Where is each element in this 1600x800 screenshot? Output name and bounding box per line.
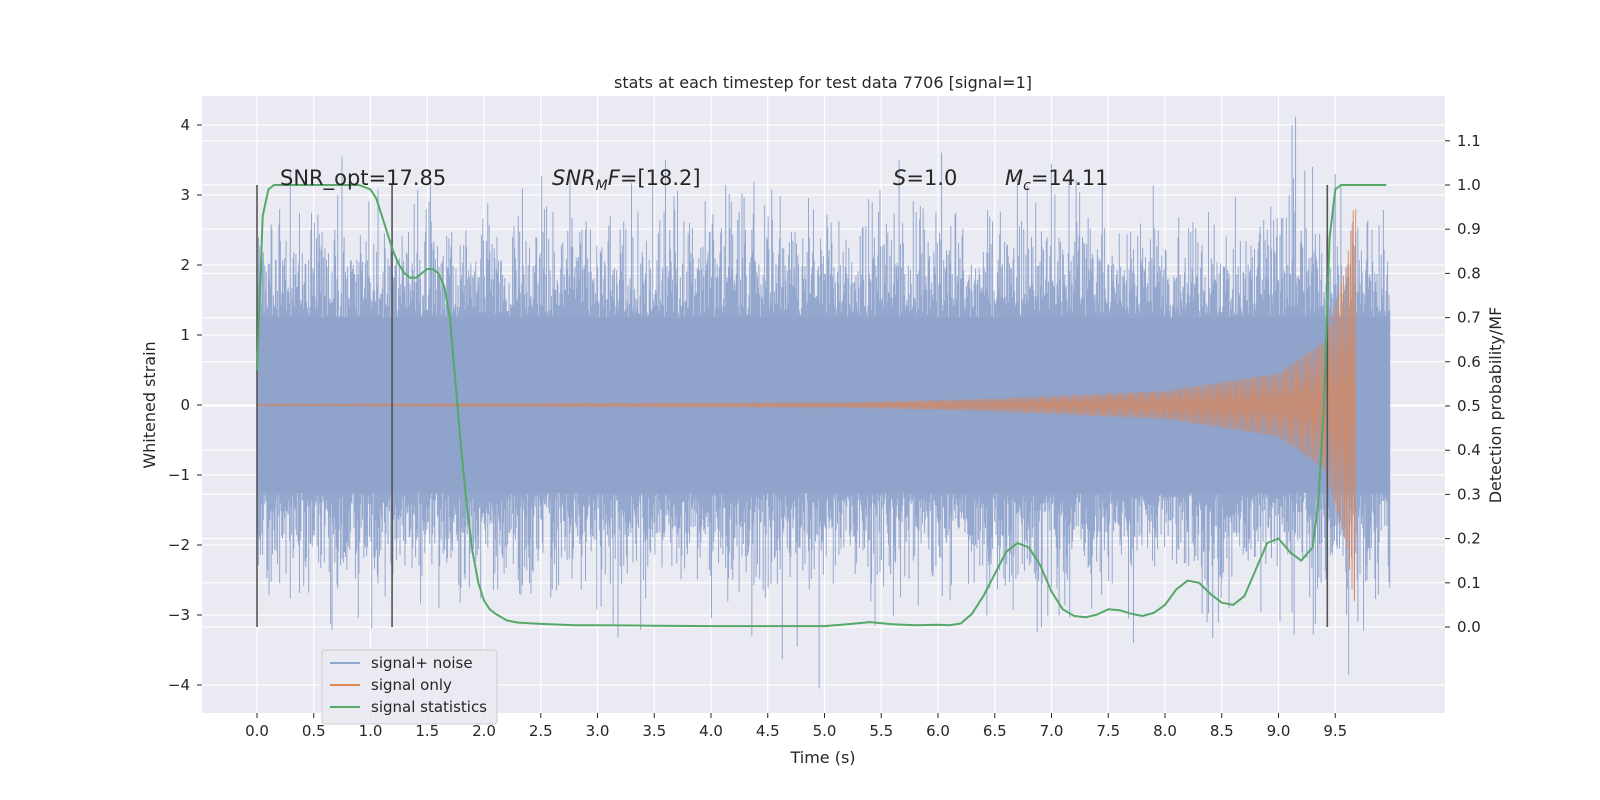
y-tick-label: −1	[168, 466, 190, 484]
x-tick-label: 2.5	[529, 722, 553, 740]
y-tick-label: −3	[168, 606, 190, 624]
statistics-line	[256, 184, 1387, 628]
annotation: SNR_opt=17.85	[280, 166, 446, 191]
y-tick-label: 1	[180, 326, 190, 344]
x-tick-label: 1.0	[359, 722, 383, 740]
y2-tick-label: 0.9	[1457, 220, 1481, 238]
y2-tick-label: 0.2	[1457, 530, 1481, 548]
legend: signal+ noise signal only signal statist…	[321, 649, 498, 725]
x-tick-label: 0.0	[245, 722, 269, 740]
annotation: S=1.0	[893, 166, 957, 190]
x-tick-label: 4.5	[756, 722, 780, 740]
y2-tick-label: 0.7	[1457, 309, 1481, 327]
annotation: SNRMF=[18.2]	[552, 166, 701, 194]
x-tick-label: 9.0	[1267, 722, 1291, 740]
annotation: Mc=14.11	[1005, 166, 1109, 194]
x-tick-label: 8.0	[1153, 722, 1177, 740]
y2-axis-label: Detection probability/MF	[1486, 307, 1505, 504]
x-tick-label: 9.5	[1323, 722, 1347, 740]
x-tick-label: 8.5	[1210, 722, 1234, 740]
x-tick-label: 7.0	[1040, 722, 1064, 740]
signal-statistics-series	[256, 184, 1387, 628]
x-tick-label: 0.5	[302, 722, 326, 740]
x-tick-label: 5.5	[869, 722, 893, 740]
x-tick-label: 3.0	[586, 722, 610, 740]
chart-title: stats at each timestep for test data 770…	[614, 73, 1032, 92]
y2-tick-label: 0.3	[1457, 485, 1481, 503]
y2-tick-label: 0.5	[1457, 397, 1481, 415]
y-tick-label: 4	[180, 116, 190, 134]
x-tick-label: 3.5	[642, 722, 666, 740]
legend-label-signal: signal only	[371, 676, 452, 694]
legend-label-noise: signal+ noise	[371, 654, 473, 672]
x-tick-label: 6.5	[983, 722, 1007, 740]
signal-chirp	[256, 208, 1357, 602]
axes: 0.0 0.5 1.0 1.5 2.0 2.5 3.0 3.5 4.0 4.5 5.0 5.5 6.0 6…	[168, 116, 1481, 740]
legend-label-stats: signal statistics	[371, 698, 487, 716]
x-tick-label: 7.5	[1096, 722, 1120, 740]
y2-tick-label: 0.6	[1457, 353, 1481, 371]
y-tick-label: 2	[180, 256, 190, 274]
y2-tick-label: 1.0	[1457, 176, 1481, 194]
legend-box	[321, 649, 498, 725]
annotations: SNR_opt=17.85 SNRMF=[18.2] S=1.0 Mc=14.11	[280, 166, 1109, 194]
x-tick-label: 1.5	[415, 722, 439, 740]
y2-tick-label: 0.8	[1457, 264, 1481, 282]
x-tick-label: 2.0	[472, 722, 496, 740]
signal-only-series	[256, 208, 1357, 602]
y2-tick-label: 1.1	[1457, 132, 1481, 150]
y2-tick-label: 0.1	[1457, 574, 1481, 592]
x-tick-label: 5.0	[813, 722, 837, 740]
y-axis-label: Whitened strain	[140, 341, 159, 468]
y-tick-label: 3	[180, 186, 190, 204]
vertical-markers	[256, 185, 1329, 627]
x-tick-label: 4.0	[699, 722, 723, 740]
y2-tick-label: 0.4	[1457, 441, 1481, 459]
x-axis-label: Time (s)	[789, 748, 855, 767]
y-tick-label: 0	[180, 396, 190, 414]
y-tick-label: −4	[168, 676, 190, 694]
y2-tick-label: 0.0	[1457, 618, 1481, 636]
x-tick-label: 6.0	[926, 722, 950, 740]
y-tick-label: −2	[168, 536, 190, 554]
